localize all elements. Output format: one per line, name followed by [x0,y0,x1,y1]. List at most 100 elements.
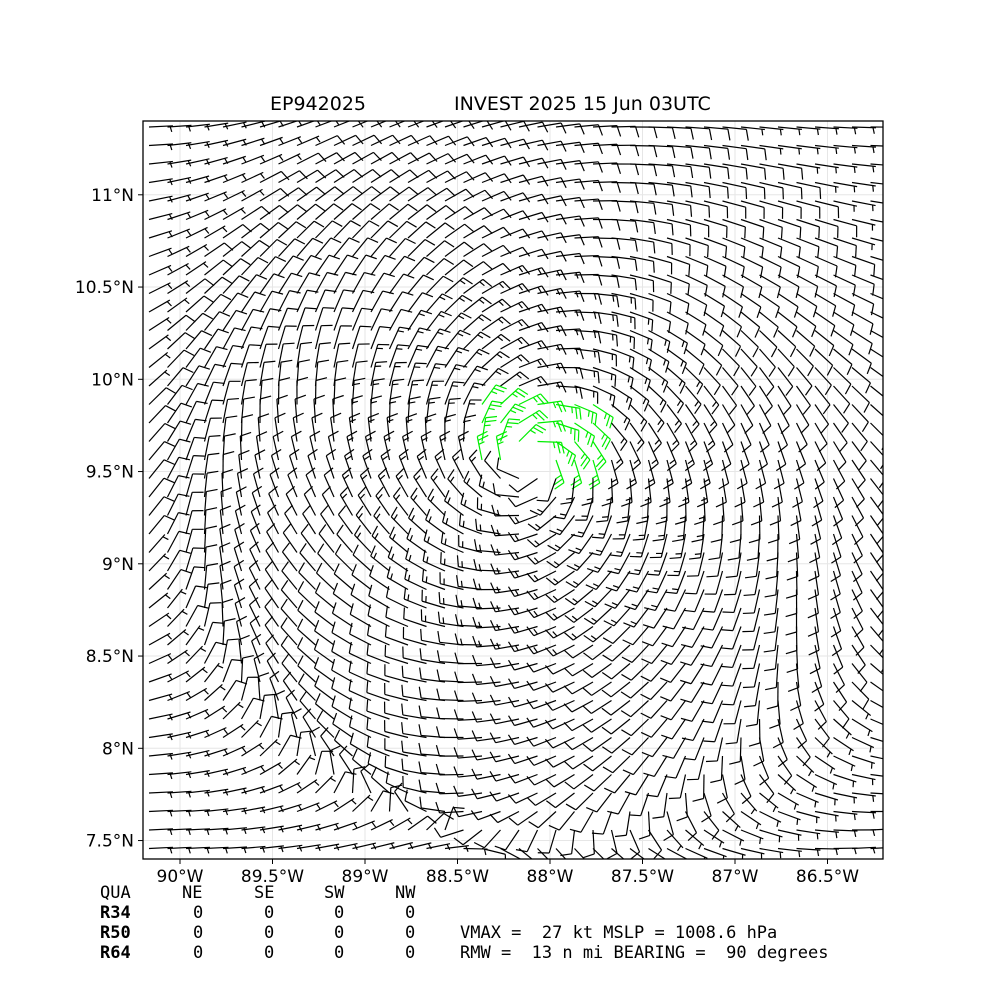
wind-barb [851,329,873,355]
wind-barb [370,790,395,812]
wind-barb [282,523,298,553]
wind-barb [583,774,612,792]
wind-barb [814,810,839,822]
wind-barb [331,640,353,665]
wind-barb [349,622,372,646]
wind-barb [526,736,557,747]
wind-barb [870,404,883,431]
wind-barb [463,470,483,498]
wind-barb [889,386,909,410]
wind-barb [281,561,298,590]
wind-barb [333,203,362,220]
wind-barb [646,774,668,798]
wind-barb [661,626,687,648]
wind-barb [366,699,390,720]
wind-barb [742,589,761,615]
wind-barb [851,663,868,692]
wind-barb [721,404,736,434]
wind-barb [438,592,464,609]
wind-barb [444,312,472,331]
wind-barb [833,292,856,317]
wind-barb [722,348,740,377]
wind-barb [277,307,299,331]
wind-barb [777,218,802,239]
wind-barb [148,441,176,461]
wind-barb [351,271,376,294]
wind-barb [338,745,354,775]
wind-barb [724,570,742,596]
wind-barb [370,343,390,368]
wind-barb [621,478,633,507]
wind-barb [785,589,798,618]
wind-barb [222,258,251,276]
wind-barb [259,136,284,147]
wind-barb [870,422,883,451]
wind-barb [354,525,372,553]
wind-barb [889,775,913,782]
wind-barb [584,589,612,608]
row-label-r64: R64 [100,943,131,963]
wind-barb [296,121,321,128]
wind-barb [518,409,549,424]
wind-barb [785,570,798,599]
wind-barb [740,829,764,844]
wind-barb [219,523,231,553]
wind-barb [426,187,456,202]
wind-barb [456,555,483,572]
wind-barb [463,225,493,239]
wind-barb [767,515,780,544]
wind-barb [585,570,612,591]
wind-barb [352,842,377,850]
wind-barb [238,634,250,664]
wind-barb [402,627,427,646]
barb-field [148,121,913,859]
wind-barb [629,441,642,472]
wind-barb [222,415,238,442]
wind-barb [851,718,873,737]
wind-barb [796,163,821,174]
wind-barb [278,758,300,775]
wind-barb [314,750,334,775]
wind-barb [481,226,512,239]
wind-barb [851,311,874,335]
wind-barb [296,341,312,368]
wind-barb [277,342,295,368]
wind-barb [759,181,784,200]
wind-barb [759,311,779,338]
wind-barb [314,342,331,368]
wind-barb [481,384,507,405]
wind-barb [518,303,549,315]
wind-barb [545,625,575,639]
wind-barb [662,607,687,630]
wind-barb [296,359,310,387]
wind-barb [537,195,567,207]
wind-barb [759,274,781,299]
wind-barb [685,200,711,218]
wind-barb [264,616,279,646]
wind-barb [500,371,530,387]
wind-barb [722,829,745,846]
wind-barb [565,570,594,589]
wind-barb [148,212,173,221]
wind-barb [167,402,192,424]
wind-barb [259,762,283,776]
wind-barb [667,552,687,577]
wind-barb [471,692,501,704]
wind-barb [460,492,483,517]
wind-barb [507,549,538,561]
y-tick-label: 8°N [102,739,134,759]
wind-barb [203,563,219,590]
wind-barb [405,547,427,572]
wind-barb [703,367,721,396]
x-tick-label: 88°W [527,867,574,887]
wind-barb [185,749,210,758]
wind-barb [388,326,411,350]
wind-barb [241,154,266,165]
wind-barb [889,126,913,132]
wind-barb [648,126,676,140]
wind-barb [440,531,464,554]
wind-barb [582,718,612,733]
wind-barb [233,559,245,590]
wind-barb [331,677,353,702]
wind-barb [317,543,335,572]
